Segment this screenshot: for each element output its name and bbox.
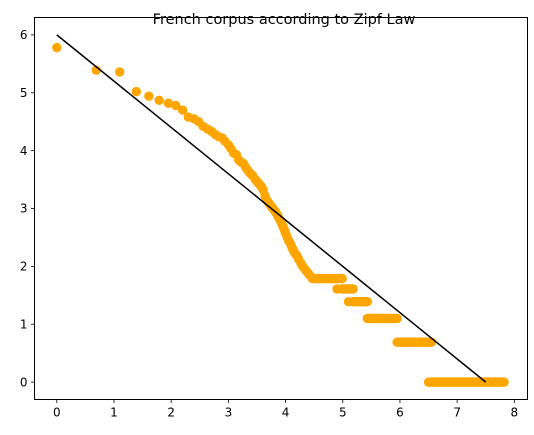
x-tick-label: 1 [110,406,118,420]
data-point [115,67,125,77]
x-tick-label: 7 [453,406,461,420]
y-axis-ticks: 0 1 2 3 4 5 6 [20,28,35,389]
x-tick-label: 2 [167,406,175,420]
scatter-points [52,42,509,387]
fit-line [56,34,487,383]
data-point [171,100,181,111]
y-tick-label: 6 [20,28,28,42]
x-tick-label: 3 [225,406,233,420]
x-tick-label: 4 [282,406,290,420]
fit-line-segment [56,34,487,383]
y-tick-label: 1 [20,317,28,331]
x-tick-label: 8 [511,406,519,420]
y-tick-label: 2 [20,260,28,274]
data-point [52,42,62,53]
x-tick-label: 5 [339,406,347,420]
y-tick-label: 3 [20,202,28,216]
data-point [144,91,154,101]
x-axis-ticks: 0 1 2 3 4 5 6 7 8 [53,399,519,420]
data-point [177,105,188,115]
y-tick-label: 5 [20,86,28,100]
chart-title: French corpus according to Zipf Law [153,12,416,28]
x-tick-label: 6 [396,406,404,420]
y-tick-label: 0 [20,375,28,389]
data-point [154,95,164,105]
data-point [163,98,174,108]
y-tick-label: 4 [20,144,28,158]
data-point [131,86,142,97]
x-tick-label: 0 [53,406,61,420]
